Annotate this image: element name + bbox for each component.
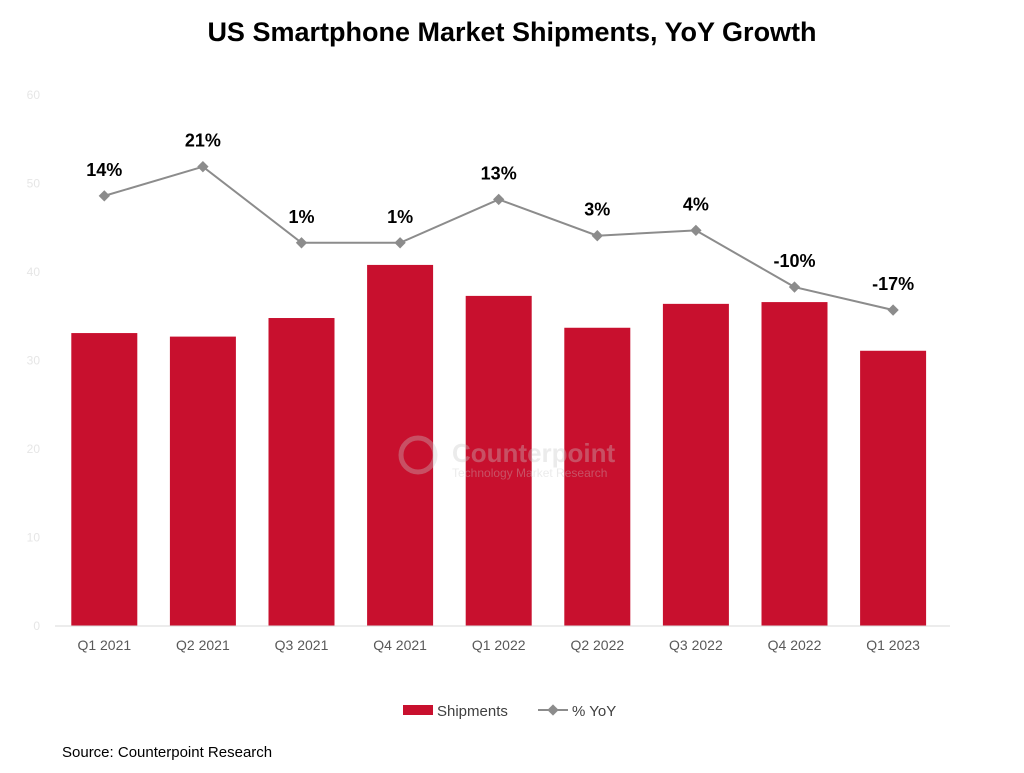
yoy-data-label: 14% xyxy=(86,160,122,180)
yoy-marker xyxy=(394,237,406,249)
source-note: Source: Counterpoint Research xyxy=(62,744,272,761)
legend-label-shipments: Shipments xyxy=(437,703,508,720)
yoy-data-label: 1% xyxy=(387,207,413,227)
bar-shipments xyxy=(71,333,138,626)
x-tick-label: Q1 2021 xyxy=(77,637,131,653)
x-tick-label: Q2 2021 xyxy=(176,637,230,653)
legend-label-yoy: % YoY xyxy=(572,703,616,720)
x-tick-label: Q1 2023 xyxy=(866,637,920,653)
bar-shipments xyxy=(367,264,434,626)
yoy-data-label: 4% xyxy=(683,194,709,214)
y-tick-label: 0 xyxy=(33,619,40,633)
bar-shipments xyxy=(662,303,729,626)
yoy-marker xyxy=(690,224,702,237)
yoy-marker xyxy=(295,237,308,249)
x-tick-label: Q2 2022 xyxy=(570,637,624,653)
x-tick-label: Q3 2022 xyxy=(669,637,723,653)
bars xyxy=(71,264,927,626)
yoy-marker xyxy=(788,281,801,293)
yoy-data-label: -17% xyxy=(872,274,914,294)
y-axis: 0 10 20 30 40 50 60 xyxy=(27,88,41,633)
yoy-marker xyxy=(887,304,899,316)
legend: Shipments % YoY xyxy=(403,703,616,720)
y-tick-label: 10 xyxy=(27,531,41,545)
x-axis: Q1 2021 Q2 2021 Q3 2021 Q4 2021 Q1 2022 Q2 20… xyxy=(77,637,920,653)
legend-marker-yoy xyxy=(547,704,559,716)
yoy-marker xyxy=(591,230,603,242)
yoy-marker xyxy=(197,161,209,173)
y-tick-label: 50 xyxy=(27,177,41,191)
yoy-marker xyxy=(98,190,110,202)
x-tick-label: Q3 2021 xyxy=(275,637,329,653)
y-tick-label: 60 xyxy=(27,88,41,102)
yoy-data-label: 1% xyxy=(288,207,314,227)
yoy-line-path xyxy=(104,165,894,312)
yoy-data-label: 3% xyxy=(584,200,610,220)
bar-shipments xyxy=(860,350,927,626)
bar-shipments xyxy=(465,295,532,626)
y-tick-label: 40 xyxy=(27,265,41,279)
bar-shipments xyxy=(564,327,631,626)
yoy-data-label: 21% xyxy=(185,131,221,151)
bar-shipments xyxy=(268,318,335,626)
yoy-line: 14% 21% 1% 1% 13% 3% 4% -10% -17% xyxy=(86,131,914,316)
watermark: Counterpoint Technology Market Research xyxy=(398,435,616,480)
y-tick-label: 30 xyxy=(27,354,41,368)
bar-shipments xyxy=(761,302,828,626)
yoy-data-label: -10% xyxy=(773,251,815,271)
bar-shipments xyxy=(169,336,236,626)
legend-swatch-shipments xyxy=(403,705,433,715)
watermark-tagline: Technology Market Research xyxy=(452,466,607,480)
watermark-name: Counterpoint xyxy=(452,438,616,468)
y-tick-label: 20 xyxy=(27,442,41,456)
x-tick-label: Q1 2022 xyxy=(472,637,526,653)
chart-title: US Smartphone Market Shipments, YoY Grow… xyxy=(207,17,816,47)
yoy-data-label: 13% xyxy=(481,163,517,183)
x-tick-label: Q4 2021 xyxy=(373,637,427,653)
yoy-marker xyxy=(493,193,505,206)
x-tick-label: Q4 2022 xyxy=(768,637,822,653)
